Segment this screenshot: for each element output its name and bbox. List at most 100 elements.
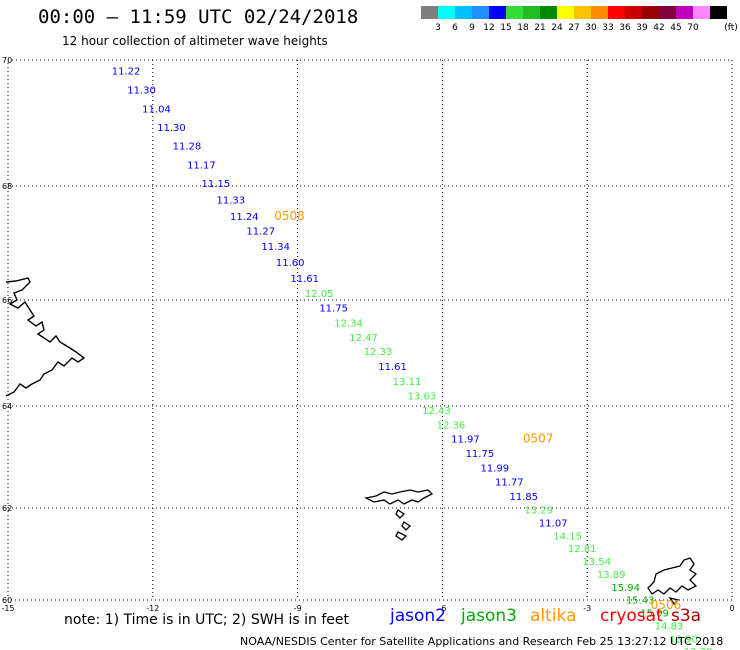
lat-lon-grid (7, 59, 733, 601)
coastlines (5, 277, 698, 606)
scale-swatch (455, 6, 472, 19)
scale-swatch (693, 6, 710, 19)
wave-height-value: 13.90 (669, 634, 698, 645)
lat-tick-label: 68 (2, 182, 12, 191)
wave-height-value: 12.43 (422, 406, 451, 417)
scale-label: 21 (534, 23, 546, 33)
wave-height-value: 11.33 (217, 196, 246, 207)
scale-swatch (642, 6, 659, 19)
wave-height-value: 11.34 (261, 242, 290, 253)
scale-label: 39 (636, 23, 648, 33)
wave-height-value: 11.24 (230, 212, 259, 223)
wave-height-value: 11.17 (187, 160, 216, 171)
lat-tick-label: 64 (2, 402, 12, 411)
wave-height-value: 11.30 (157, 123, 186, 134)
time-mark: 0508 (274, 209, 305, 223)
legend-s3a: s3a (671, 606, 702, 626)
lat-tick-label: 60 (2, 596, 12, 605)
wave-height-value: 11.75 (466, 449, 495, 460)
map-title: 00:00 – 11:59 UTC 02/24/2018 (38, 6, 359, 28)
lon-tick-label: -6 (438, 604, 446, 613)
wave-height-value: 13.54 (582, 557, 611, 568)
wave-height-value: 15.94 (611, 583, 640, 594)
scale-label: 30 (585, 23, 597, 33)
map-subtitle: 12 hour collection of altimeter wave hei… (62, 34, 328, 48)
lon-tick-label: -9 (294, 604, 302, 613)
wave-height-value: 13.11 (393, 377, 422, 388)
wave-height-value: 12.34 (334, 319, 363, 330)
scale-swatch (659, 6, 676, 19)
wave-height-value: 11.61 (290, 274, 319, 285)
wave-height-value: 11.97 (451, 435, 480, 446)
wave-height-value: 11.99 (481, 463, 510, 474)
scale-swatch (438, 6, 455, 19)
wave-height-labels: 11.22 11.30 11.04 11.30 11.28 11.17 11.15 11.33… (112, 66, 713, 650)
legend-altika: altika (530, 606, 577, 626)
wave-height-value: 12.36 (437, 420, 466, 431)
lat-tick-label: 70 (2, 56, 12, 65)
scale-swatch (489, 6, 506, 19)
scale-swatch (676, 6, 693, 19)
iceland-coast (5, 277, 86, 397)
scale-swatch (591, 6, 608, 19)
wave-height-value: 15.09 (640, 609, 669, 620)
legend-jason2: jason2 (390, 606, 446, 626)
wave-height-value: 11.61 (378, 362, 407, 373)
lat-tick-label: 66 (2, 296, 12, 305)
lon-tick-label: -15 (1, 604, 14, 613)
wave-height-value: 11.27 (246, 226, 275, 237)
wave-height-value: 11.77 (495, 478, 524, 489)
axis-tick-labels: -15 -12 -9 -6 -3 0 70 68 66 64 62 60 (1, 56, 734, 613)
wave-height-value: 12.47 (349, 333, 378, 344)
scale-swatch (574, 6, 591, 19)
wave-height-value: 11.04 (142, 104, 171, 115)
wave-height-value: 11.28 (173, 141, 202, 152)
lon-tick-label: 0 (729, 604, 734, 613)
scale-label: 3 (435, 23, 441, 33)
scale-swatch (710, 6, 727, 19)
scale-label: 70 (687, 23, 699, 33)
wave-height-value: 13.89 (597, 570, 626, 581)
scale-swatch (557, 6, 574, 19)
legend-jason3: jason3 (461, 606, 517, 626)
shetland-islands (647, 557, 698, 606)
scale-label: 18 (517, 23, 529, 33)
scale-swatch (421, 6, 438, 19)
wave-height-value: 13.63 (408, 392, 437, 403)
legend-cryosat: cryosat (600, 606, 663, 626)
footer-credit: NOAA/NESDIS Center for Satellite Applica… (240, 635, 724, 648)
scale-label: 45 (670, 23, 682, 33)
scale-label: 12 (483, 23, 495, 33)
wave-height-value: 12.81 (568, 544, 597, 555)
lon-tick-label: -3 (583, 604, 591, 613)
wave-height-value: 14.15 (553, 531, 582, 542)
lat-tick-label: 62 (2, 504, 12, 513)
wave-height-value: 11.85 (509, 492, 538, 503)
scale-label: 36 (619, 23, 631, 33)
scale-label: 24 (551, 23, 563, 33)
faroe-islands (364, 489, 434, 541)
scale-swatch (625, 6, 642, 19)
scale-unit: (ft) (724, 23, 738, 33)
scale-label: 6 (452, 23, 458, 33)
wave-height-value: 11.15 (202, 179, 231, 190)
scale-swatch (506, 6, 523, 19)
scale-label: 42 (653, 23, 665, 33)
time-mark: 0507 (523, 432, 554, 446)
scale-swatch (472, 6, 489, 19)
scale-swatch (540, 6, 557, 19)
scale-label: 15 (500, 23, 512, 33)
wave-height-value: 13.29 (524, 506, 553, 517)
wave-height-value: 14.83 (655, 621, 684, 632)
note-text: note: 1) Time is in UTC; 2) SWH is in fe… (64, 612, 350, 628)
wave-height-value: 15.43 (626, 596, 655, 607)
wave-height-value: 12.05 (305, 289, 334, 300)
scale-swatch (608, 6, 625, 19)
wave-height-value: 11.75 (319, 304, 348, 315)
time-marks: 0508050705060505 (274, 209, 682, 612)
scale-swatch (523, 6, 540, 19)
wave-height-value: 11.07 (539, 518, 568, 529)
time-mark: 0506 (651, 598, 682, 612)
wave-height-value: 12.33 (364, 347, 393, 358)
